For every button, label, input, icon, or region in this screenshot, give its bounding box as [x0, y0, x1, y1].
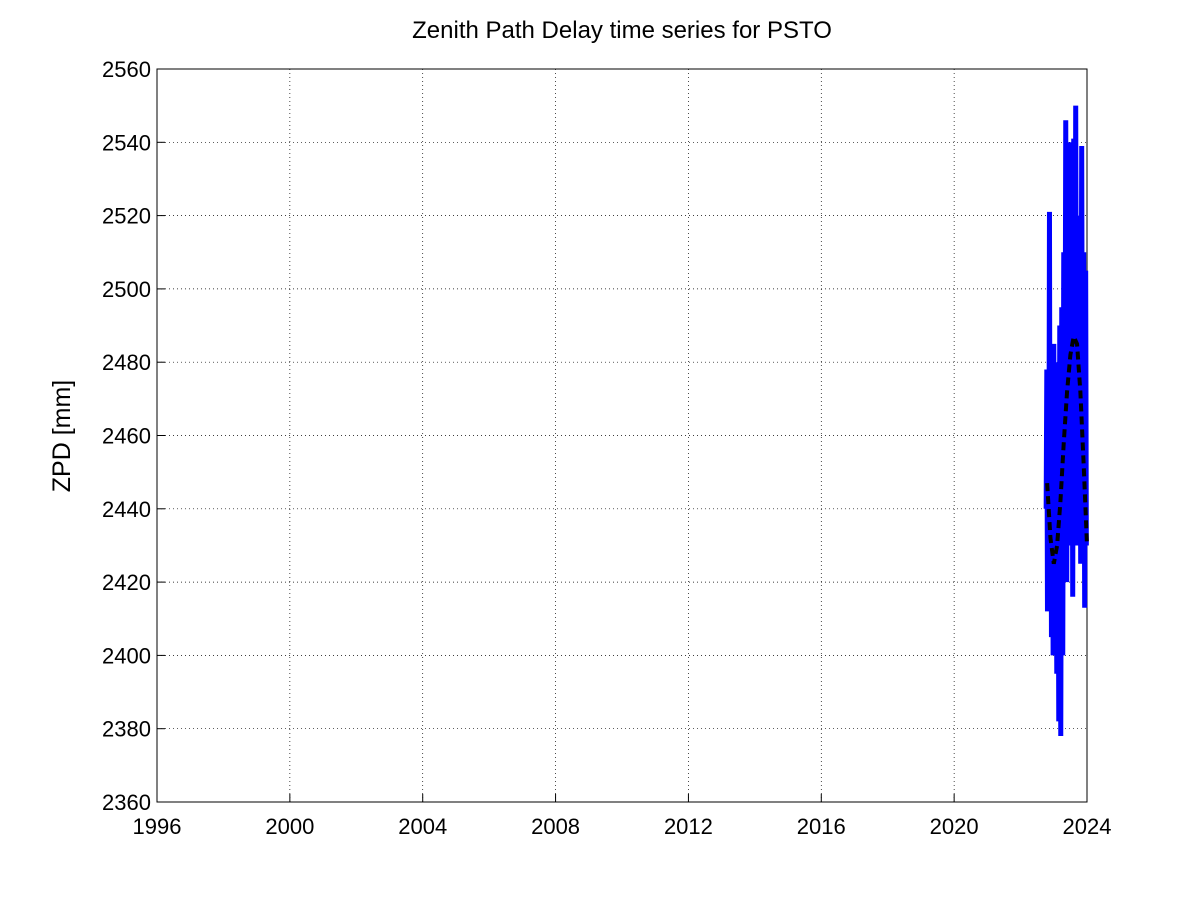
chart-title: Zenith Path Delay time series for PSTO — [412, 17, 832, 44]
x-tick-label: 2020 — [930, 814, 979, 839]
y-tick-label: 2360 — [102, 790, 151, 815]
x-tick-label: 2016 — [797, 814, 846, 839]
x-tick-label: 2012 — [664, 814, 713, 839]
y-tick-label: 2480 — [102, 350, 151, 375]
y-tick-label: 2420 — [102, 570, 151, 595]
y-tick-label: 2400 — [102, 643, 151, 668]
x-tick-label: 2008 — [531, 814, 580, 839]
data-line — [1043, 105, 1089, 737]
x-tick-label: 1996 — [133, 814, 182, 839]
y-tick-label: 2440 — [102, 497, 151, 522]
y-axis-label: ZPD [mm] — [48, 380, 76, 493]
x-tick-label: 2004 — [398, 814, 447, 839]
data-line — [1045, 329, 1089, 565]
y-tick-label: 2540 — [102, 130, 151, 155]
x-tick-label: 2000 — [265, 814, 314, 839]
y-tick-label: 2520 — [102, 204, 151, 229]
y-tick-label: 2380 — [102, 717, 151, 742]
x-tick-label: 2024 — [1063, 814, 1112, 839]
y-tick-label: 2460 — [102, 424, 151, 449]
y-tick-label: 2500 — [102, 277, 151, 302]
y-tick-label: 2560 — [102, 57, 151, 82]
